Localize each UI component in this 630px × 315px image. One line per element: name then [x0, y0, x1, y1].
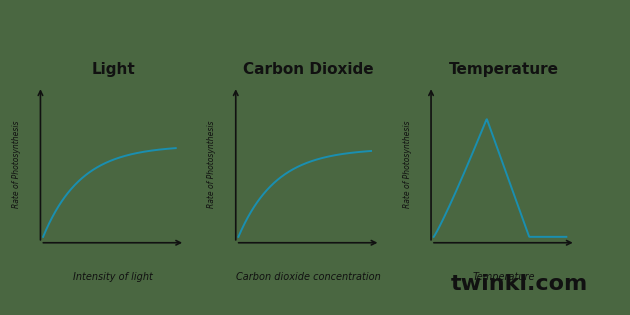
Text: Intensity of light: Intensity of light — [74, 272, 153, 282]
Title: Temperature: Temperature — [449, 61, 559, 77]
Text: Rate of Photosynthesis: Rate of Photosynthesis — [403, 120, 412, 208]
Text: Carbon dioxide concentration: Carbon dioxide concentration — [236, 272, 381, 282]
Text: twinkl.com: twinkl.com — [451, 273, 588, 294]
Title: Light: Light — [91, 61, 135, 77]
Title: Carbon Dioxide: Carbon Dioxide — [243, 61, 374, 77]
Text: Rate of Photosynthesis: Rate of Photosynthesis — [12, 120, 21, 208]
Text: Temperature: Temperature — [472, 272, 536, 282]
Text: Rate of Photosynthesis: Rate of Photosynthesis — [207, 120, 217, 208]
